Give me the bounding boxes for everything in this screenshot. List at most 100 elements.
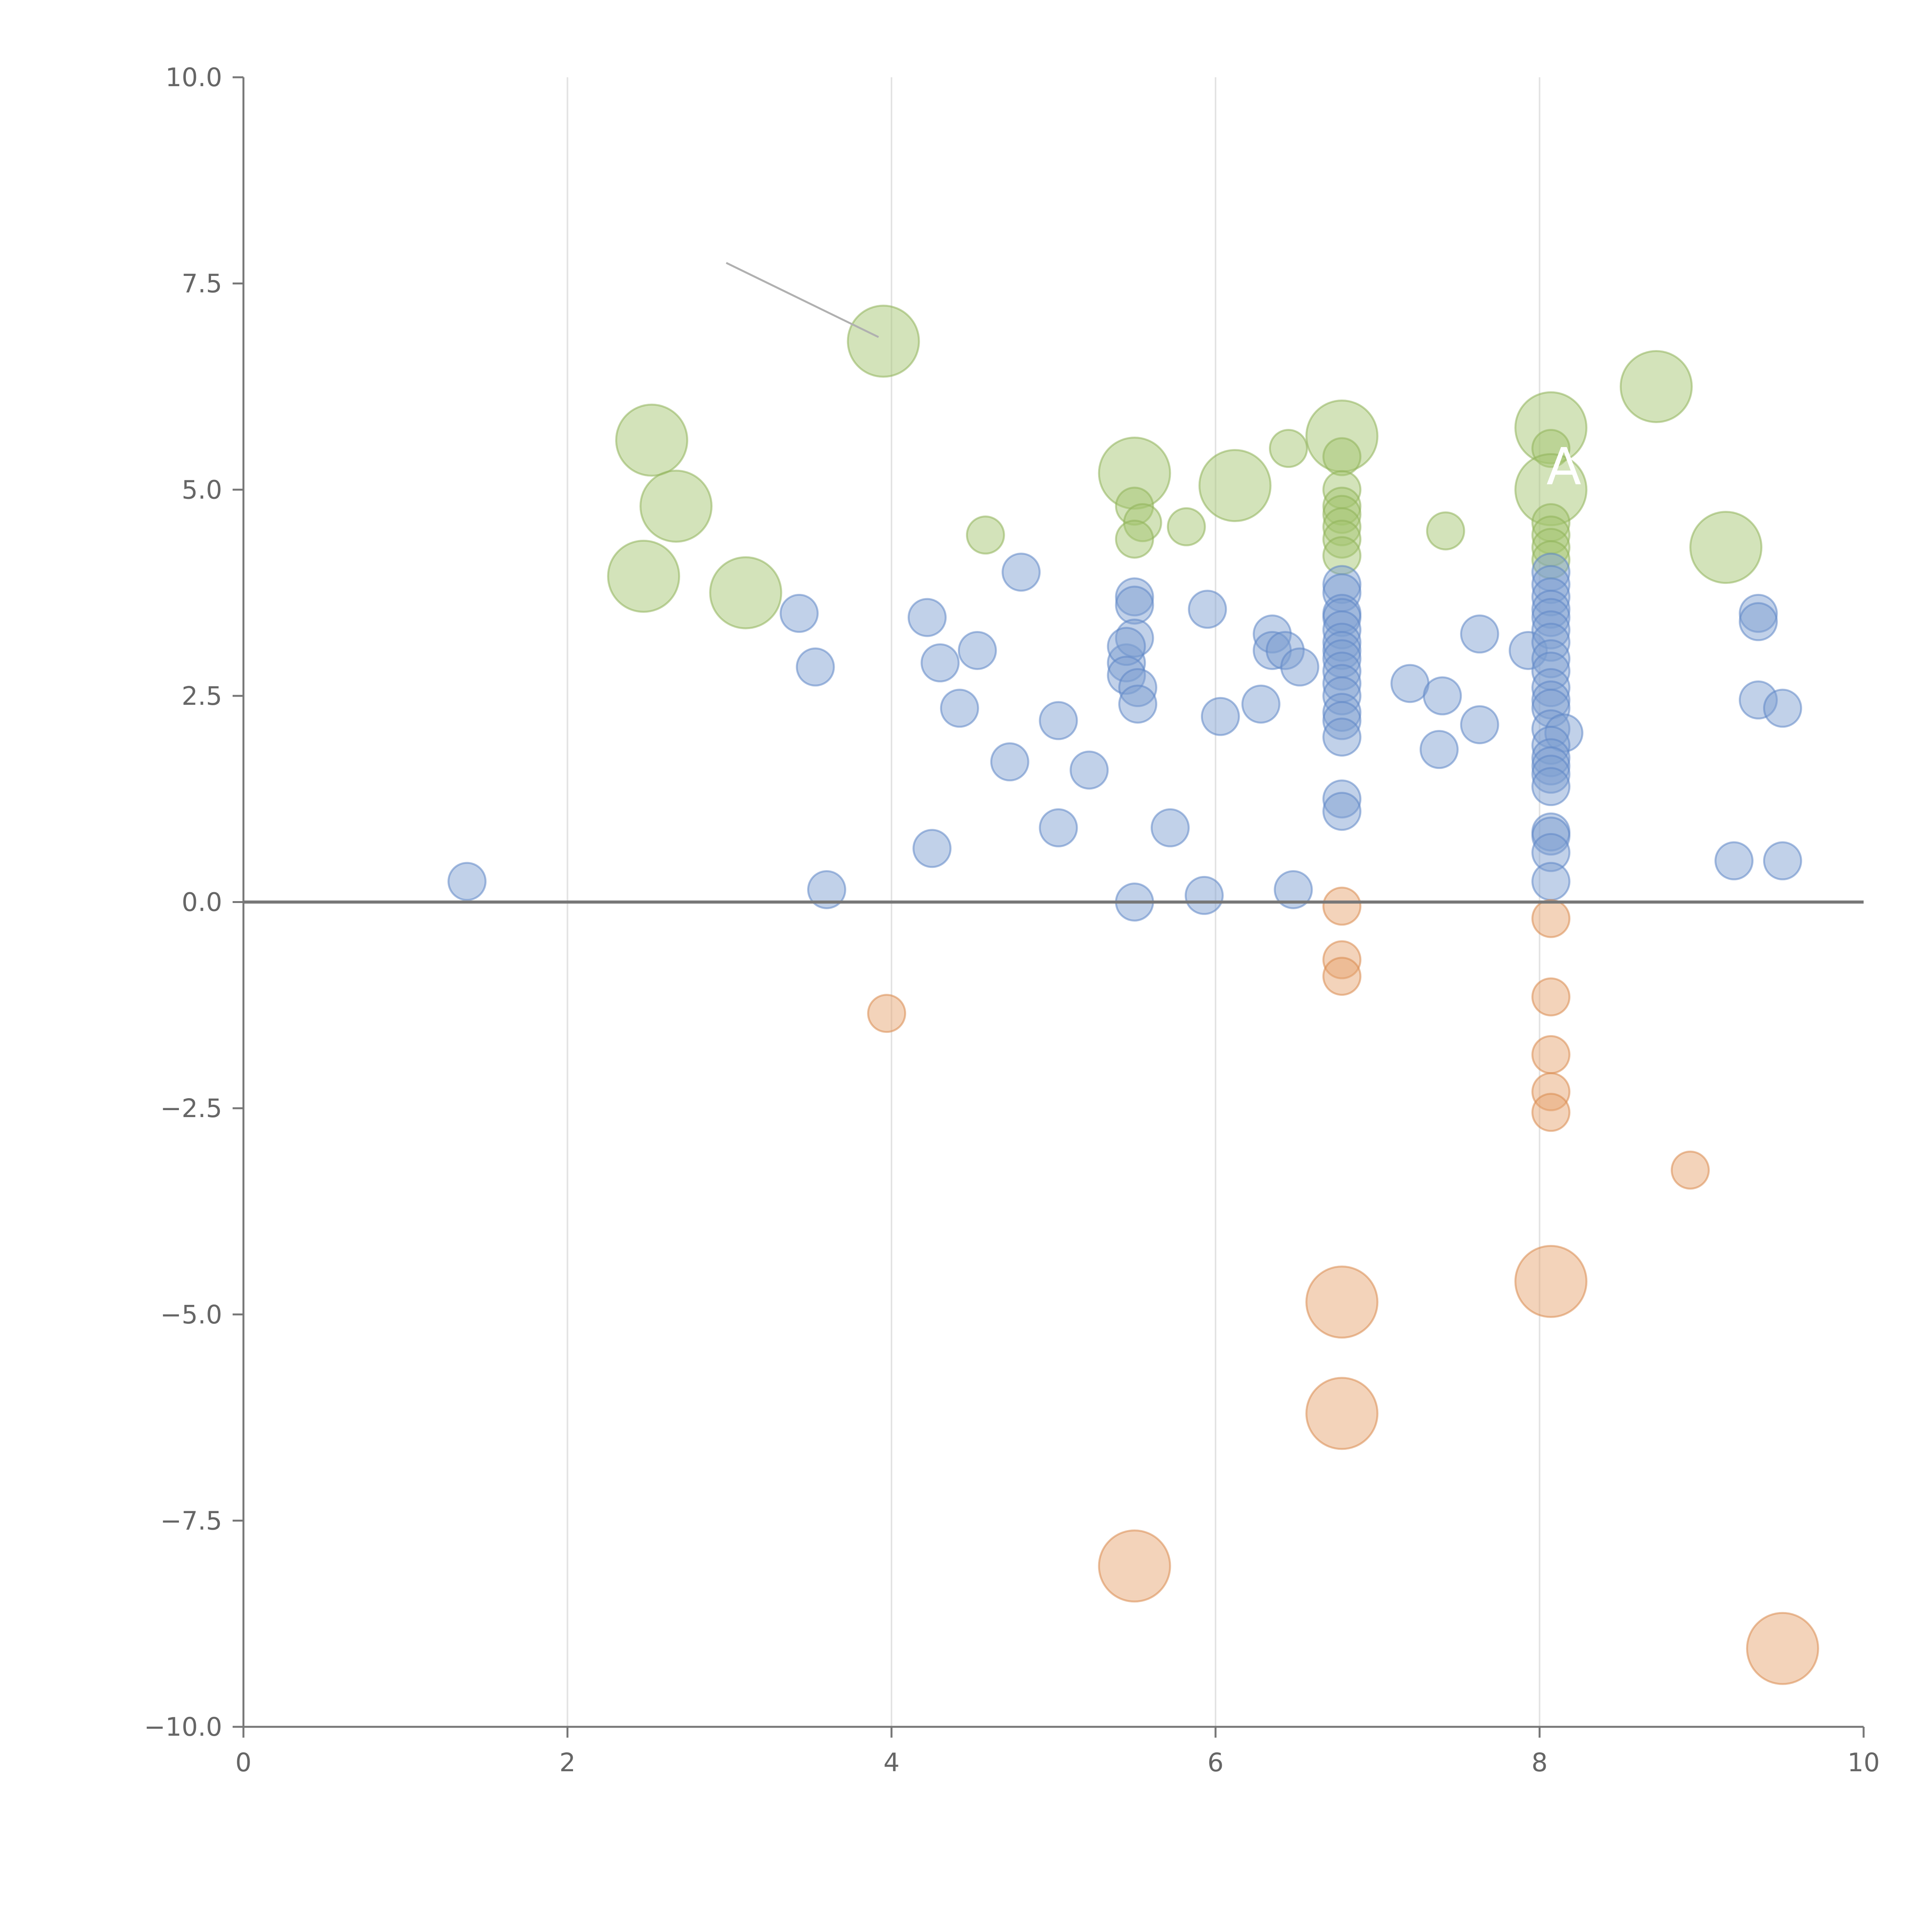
orange-point-2	[1322, 886, 1362, 926]
blue-point-12	[1039, 808, 1078, 847]
blue-point-8	[957, 631, 997, 670]
orange-point-5	[1305, 1265, 1379, 1339]
orange-point-8	[1531, 977, 1571, 1017]
blue-point-13	[1070, 750, 1109, 790]
orange-point-11	[1531, 1093, 1571, 1132]
blue-point-70	[1531, 738, 1571, 777]
blue-point-38	[1322, 622, 1362, 662]
scatter-points	[447, 304, 1819, 1685]
orange-point-6	[1305, 1377, 1379, 1450]
green-point-10	[1167, 507, 1206, 546]
blue-point-69	[1531, 726, 1571, 765]
x-tick-label: 2	[560, 1748, 576, 1777]
blue-point-6	[920, 643, 960, 682]
blue-point-31	[1280, 647, 1320, 687]
blue-point-7	[940, 689, 979, 728]
orange-point-10	[1531, 1072, 1571, 1111]
orange-point-13	[1670, 1150, 1710, 1190]
blue-point-47	[1322, 779, 1362, 819]
green-point-6	[1098, 437, 1171, 510]
orange-point-3	[1322, 940, 1362, 980]
blue-point-57	[1531, 577, 1571, 617]
blue-point-1	[779, 594, 819, 633]
blue-point-37	[1322, 610, 1362, 650]
blue-point-75	[1531, 816, 1571, 856]
green-point-16	[1322, 486, 1362, 526]
blue-point-73	[1531, 767, 1571, 806]
orange-point-4	[1322, 957, 1362, 996]
blue-point-62	[1531, 639, 1571, 679]
y-tick-label: 7.5	[182, 269, 222, 299]
blue-point-17	[1115, 618, 1154, 658]
blue-point-15	[1115, 577, 1154, 617]
green-point-29	[1619, 350, 1693, 423]
green-point-0	[615, 403, 689, 477]
x-tick-label: 10	[1847, 1748, 1880, 1777]
blue-point-52	[1460, 614, 1499, 654]
blue-point-2	[796, 647, 835, 687]
x-tick-label: 0	[235, 1748, 252, 1777]
orange-point-7	[1531, 899, 1571, 938]
tick-labels: 0 2 4 6 8 10 10.0 7.5 5.0 2.5 0.0 −2.5 −5.0 −7.5 −10.0	[144, 63, 1880, 1777]
green-point-11	[1198, 449, 1272, 522]
blue-point-9	[990, 742, 1029, 782]
green-point-30	[1689, 511, 1763, 584]
orange-point-14	[1746, 1612, 1819, 1685]
blue-point-64	[1531, 668, 1571, 707]
y-tick-label: 2.5	[182, 681, 222, 711]
axes	[242, 77, 1864, 1728]
y-tick-label: −7.5	[160, 1506, 222, 1536]
y-tick-label: −5.0	[160, 1300, 222, 1330]
annotation-leader-line	[726, 262, 879, 338]
blue-point-51	[1423, 676, 1462, 716]
blue-point-19	[1107, 656, 1146, 695]
orange-point-0	[867, 994, 906, 1033]
blue-point-23	[1150, 808, 1190, 847]
blue-point-26	[1201, 697, 1240, 736]
blue-point-60	[1531, 610, 1571, 650]
green-point-12	[1269, 429, 1308, 468]
orange-point-12	[1514, 1245, 1588, 1318]
green-point-18	[1322, 507, 1362, 546]
blue-point-83	[1763, 841, 1802, 881]
blue-point-48	[1322, 792, 1362, 831]
blue-point-79	[1738, 594, 1778, 633]
blue-point-81	[1738, 680, 1778, 720]
blue-point-4	[907, 598, 947, 637]
blue-point-58	[1531, 590, 1571, 629]
y-tick-label: −2.5	[160, 1094, 222, 1123]
blue-point-50	[1419, 730, 1459, 769]
green-point-5	[966, 515, 1005, 555]
blue-point-54	[1509, 631, 1548, 670]
blue-point-78	[1714, 841, 1754, 881]
green-point-24	[1514, 453, 1588, 526]
blue-point-46	[1322, 718, 1362, 757]
blue-point-82	[1763, 689, 1802, 728]
blue-point-10	[1002, 553, 1041, 592]
green-point-19	[1322, 519, 1362, 559]
blue-point-11	[1039, 701, 1078, 740]
green-point-23	[1531, 429, 1571, 468]
x-tick-label: 6	[1208, 1748, 1224, 1777]
green-point-9	[1115, 519, 1154, 559]
blue-point-28	[1253, 614, 1292, 654]
orange-point-1	[1098, 1529, 1171, 1603]
green-point-21	[1426, 511, 1465, 551]
x-tick-label: 4	[883, 1748, 900, 1777]
blue-point-21	[1118, 684, 1158, 724]
blue-point-32	[1274, 870, 1313, 909]
green-point-1	[639, 469, 713, 543]
orange-point-9	[1531, 1035, 1571, 1074]
y-tick-label: −10.0	[144, 1712, 222, 1742]
blue-point-24	[1184, 876, 1224, 915]
blue-point-14	[1107, 643, 1146, 682]
blue-point-77	[1531, 862, 1571, 901]
green-point-2	[607, 539, 680, 613]
blue-point-0	[447, 862, 487, 901]
annotations: A	[726, 262, 1581, 497]
y-tick-label: 0.0	[182, 888, 222, 917]
green-point-4	[847, 304, 920, 378]
y-tick-label: 5.0	[182, 475, 222, 505]
blue-point-33	[1322, 565, 1362, 604]
